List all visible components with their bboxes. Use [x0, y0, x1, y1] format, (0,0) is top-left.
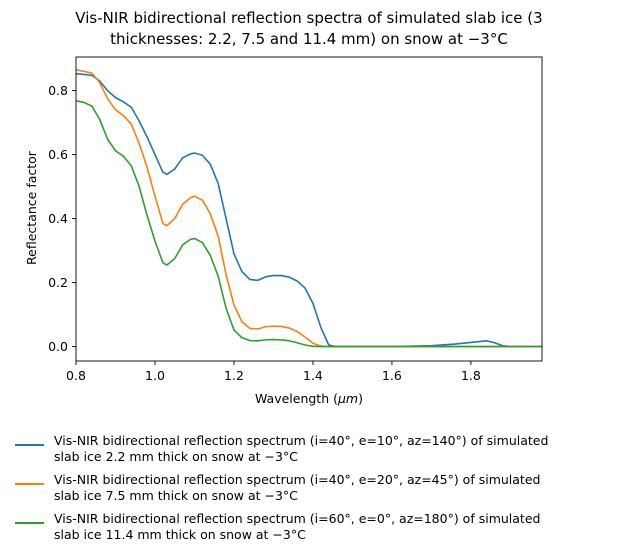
- y-tick-label-5: 0.8: [48, 83, 68, 98]
- x-tick-label-2: 1.0: [145, 368, 165, 383]
- x-axis-label-unit: μm: [337, 391, 358, 406]
- y-tick-label-4: 0.6: [48, 147, 68, 162]
- x-axis-label: Wavelength (μm): [255, 391, 363, 406]
- y-tick-label-2: 0.2: [48, 275, 68, 290]
- x-axis-label-close: ): [358, 391, 363, 406]
- x-tick-label-6: 1.8: [461, 368, 481, 383]
- x-tick-label-4: 1.4: [303, 368, 323, 383]
- legend-label-1: Vis-NIR bidirectional reflection spectru…: [54, 433, 549, 464]
- x-tick-label-5: 1.6: [382, 368, 402, 383]
- legend-swatch-2: [15, 483, 44, 485]
- chart-title-line-2: thicknesses: 2.2, 7.5 and 11.4 mm) on sn…: [110, 30, 508, 48]
- y-tick-label-1: 0.0: [48, 339, 68, 354]
- legend-item-1: Vis-NIR bidirectional reflection spectru…: [12, 430, 612, 469]
- legend: Vis-NIR bidirectional reflection spectru…: [12, 430, 612, 547]
- x-axis-label-text: Wavelength (: [255, 391, 338, 406]
- legend-swatch-1: [15, 444, 44, 446]
- legend-item-3: Vis-NIR bidirectional reflection spectru…: [12, 508, 612, 547]
- legend-label-2: Vis-NIR bidirectional reflection spectru…: [54, 472, 541, 503]
- chart-svg: Vis-NIR bidirectional reflection spectra…: [24, 9, 543, 406]
- plot-area: 0.8 1.0 1.2 1.4 1.6 1.8 0.0 0.2 0.4 0.6 0.8: [48, 56, 543, 383]
- series-line-1: [76, 72, 542, 348]
- legend-swatch-3: [15, 522, 44, 524]
- y-axis-label: Reflectance factor: [24, 150, 39, 265]
- axes-frame: [75, 56, 543, 362]
- legend-label-3: Vis-NIR bidirectional reflection spectru…: [54, 511, 541, 542]
- x-tick-label-3: 1.2: [224, 368, 244, 383]
- legend-item-2: Vis-NIR bidirectional reflection spectru…: [12, 469, 612, 508]
- chart-title-line-1: Vis-NIR bidirectional reflection spectra…: [75, 9, 542, 27]
- series-line-3: [76, 100, 542, 348]
- x-tick-label-1: 0.8: [66, 368, 86, 383]
- series-line-2: [76, 69, 542, 348]
- y-tick-label-3: 0.4: [48, 211, 68, 226]
